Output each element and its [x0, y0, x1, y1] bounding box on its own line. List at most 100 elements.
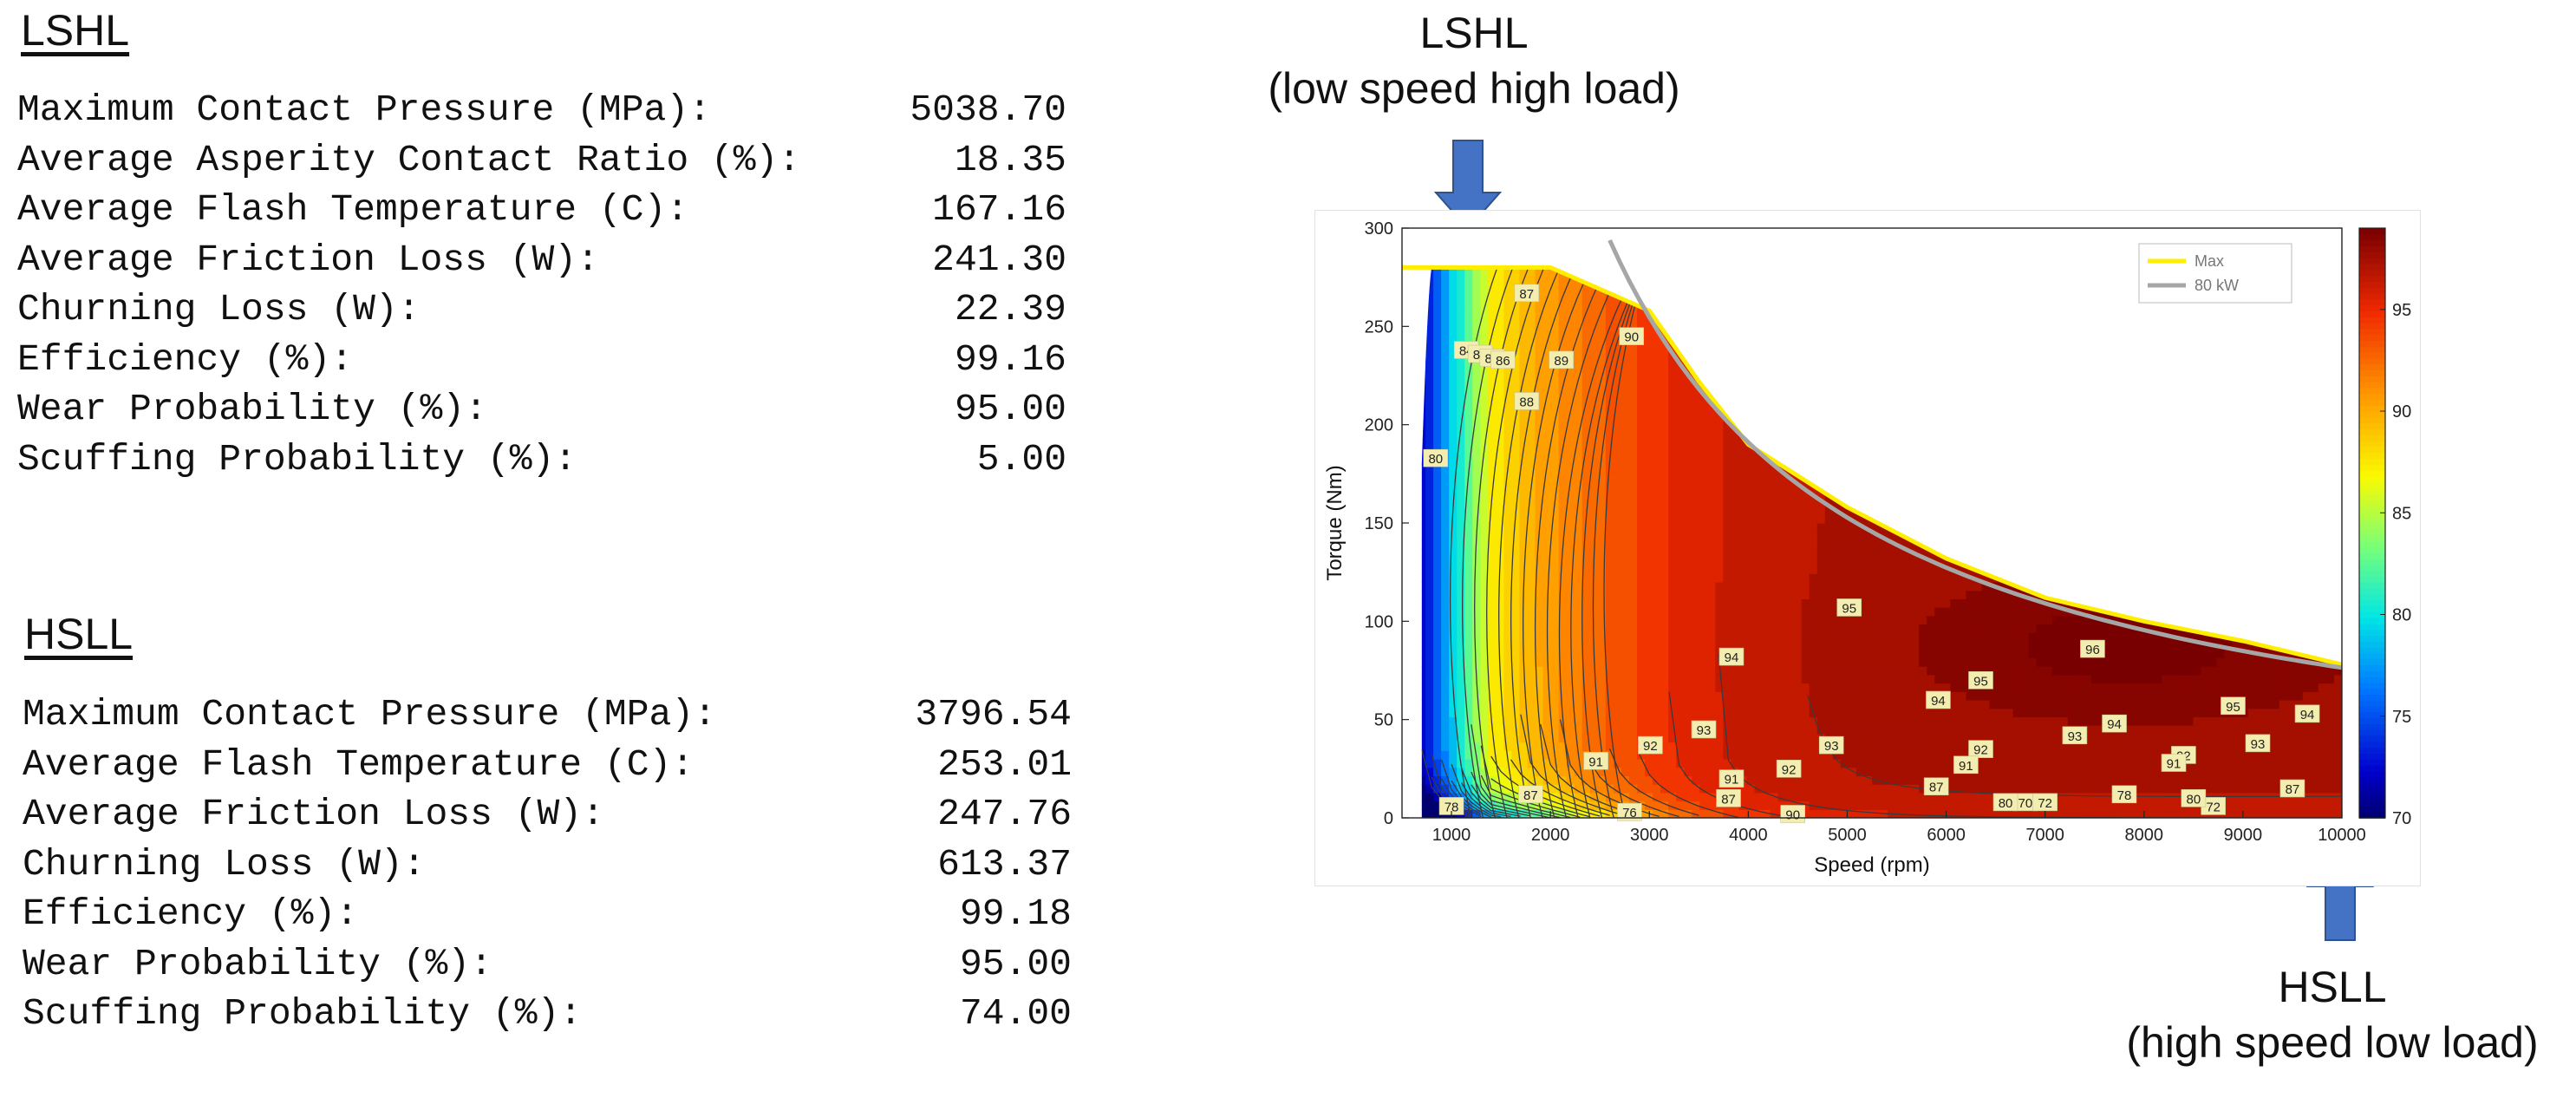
- contour-cell: [1699, 700, 1708, 709]
- contour-cell: [1558, 691, 1568, 701]
- contour-cell: [1433, 573, 1442, 583]
- contour-cell: [1503, 320, 1513, 330]
- contour-cell: [1503, 396, 1513, 406]
- contour-cell: [1527, 624, 1536, 633]
- contour-cell: [1464, 750, 1473, 760]
- contour-cell: [1863, 304, 1873, 313]
- contour-cell: [1801, 801, 1810, 810]
- contour-cell: [1421, 750, 1426, 760]
- contour-cell: [1449, 438, 1458, 448]
- contour-cell: [1692, 556, 1700, 566]
- contour-cell: [1731, 641, 1740, 650]
- contour-cell: [1605, 379, 1614, 389]
- contour-cell: [1919, 725, 1927, 735]
- contour-cell: [1613, 700, 1622, 709]
- contour-cell: [1527, 573, 1536, 583]
- contour-cell: [1597, 396, 1607, 406]
- contour-cell: [1668, 573, 1677, 583]
- contour-cell: [1785, 733, 1795, 743]
- contour-cell: [1402, 371, 1411, 380]
- contour-cell: [1934, 405, 1943, 415]
- contour-cell: [1855, 455, 1865, 465]
- contour-cell: [1589, 742, 1599, 751]
- contour-cell: [1738, 716, 1748, 726]
- contour-cell: [1848, 438, 1857, 448]
- contour-cell: [1880, 253, 1888, 262]
- contour-cell: [1816, 565, 1826, 574]
- contour-cell: [1433, 346, 1442, 356]
- contour-cell: [1723, 674, 1731, 684]
- contour-cell: [1574, 337, 1583, 347]
- contour-cell: [1628, 700, 1638, 709]
- contour-cell: [1668, 472, 1677, 482]
- contour-cell: [1684, 708, 1692, 718]
- contour-cell: [1574, 657, 1583, 667]
- contour-cell: [1824, 666, 1834, 676]
- contour-cell: [1676, 582, 1685, 591]
- contour-cell: [1637, 270, 1646, 279]
- contour-cell: [1903, 666, 1912, 676]
- contour-cell: [1754, 649, 1764, 659]
- contour-cell: [1880, 354, 1888, 364]
- contour-cell: [1770, 472, 1779, 482]
- contour-cell: [1793, 320, 1803, 330]
- contour-cell: [1503, 582, 1513, 591]
- contour-cell: [1488, 649, 1497, 659]
- contour-cell: [1911, 497, 1920, 507]
- contour-cell: [1496, 228, 1504, 237]
- contour-cell: [1503, 497, 1513, 507]
- contour-cell: [1527, 489, 1536, 499]
- contour-cell: [1754, 582, 1764, 591]
- contour-cell: [1824, 472, 1834, 482]
- contour-cell: [1801, 590, 1810, 600]
- contour-cell: [1692, 691, 1700, 701]
- contour-cell: [1653, 447, 1661, 456]
- contour-cell: [1425, 700, 1434, 709]
- contour-cell: [1590, 237, 1599, 245]
- contour-cell: [1863, 267, 1873, 271]
- contour-cell: [1824, 716, 1834, 726]
- contour-cell: [1449, 304, 1458, 313]
- contour-cell: [1746, 455, 1756, 465]
- contour-cell: [1927, 801, 1935, 810]
- contour-cell: [1488, 708, 1497, 718]
- contour-cell: [1613, 784, 1622, 794]
- contour-cell: [1676, 708, 1685, 718]
- contour-cell: [1449, 422, 1458, 431]
- contour-cell: [1770, 405, 1779, 415]
- contour-cell: [1676, 733, 1685, 743]
- contour-cell: [1770, 801, 1779, 810]
- contour-cell: [1472, 363, 1481, 372]
- contour-cell: [1535, 480, 1544, 490]
- contour-cell: [1653, 480, 1661, 490]
- contour-cell: [1566, 489, 1575, 499]
- contour-cell: [1872, 438, 1881, 448]
- contour-cell: [1770, 329, 1779, 338]
- contour-cell: [1715, 413, 1724, 423]
- contour-cell: [1942, 253, 1951, 262]
- contour-cell: [1746, 337, 1756, 347]
- contour-cell: [1472, 464, 1481, 474]
- contour-cell: [1770, 388, 1779, 397]
- contour-cell: [1770, 514, 1779, 524]
- contour-cell: [1581, 523, 1591, 533]
- contour-cell: [1699, 430, 1708, 440]
- contour-cell: [1863, 649, 1873, 659]
- contour-cell: [1692, 615, 1700, 625]
- contour-cell: [1457, 447, 1465, 456]
- contour-cell: [1480, 237, 1489, 245]
- contour-cell: [1488, 632, 1497, 642]
- contour-cell: [1614, 237, 1622, 245]
- contour-cell: [1410, 700, 1418, 709]
- contour-cell: [1621, 775, 1630, 785]
- contour-cell: [1903, 464, 1912, 474]
- contour-cell: [1738, 615, 1748, 625]
- contour-cell: [1402, 691, 1411, 700]
- contour-cell: [1684, 304, 1692, 313]
- contour-cell: [1676, 287, 1685, 297]
- contour-cell: [1684, 809, 1692, 819]
- contour-cell: [1746, 632, 1756, 642]
- contour-cell: [1441, 531, 1450, 541]
- contour-cell: [1550, 379, 1560, 389]
- contour-cell: [1421, 666, 1426, 676]
